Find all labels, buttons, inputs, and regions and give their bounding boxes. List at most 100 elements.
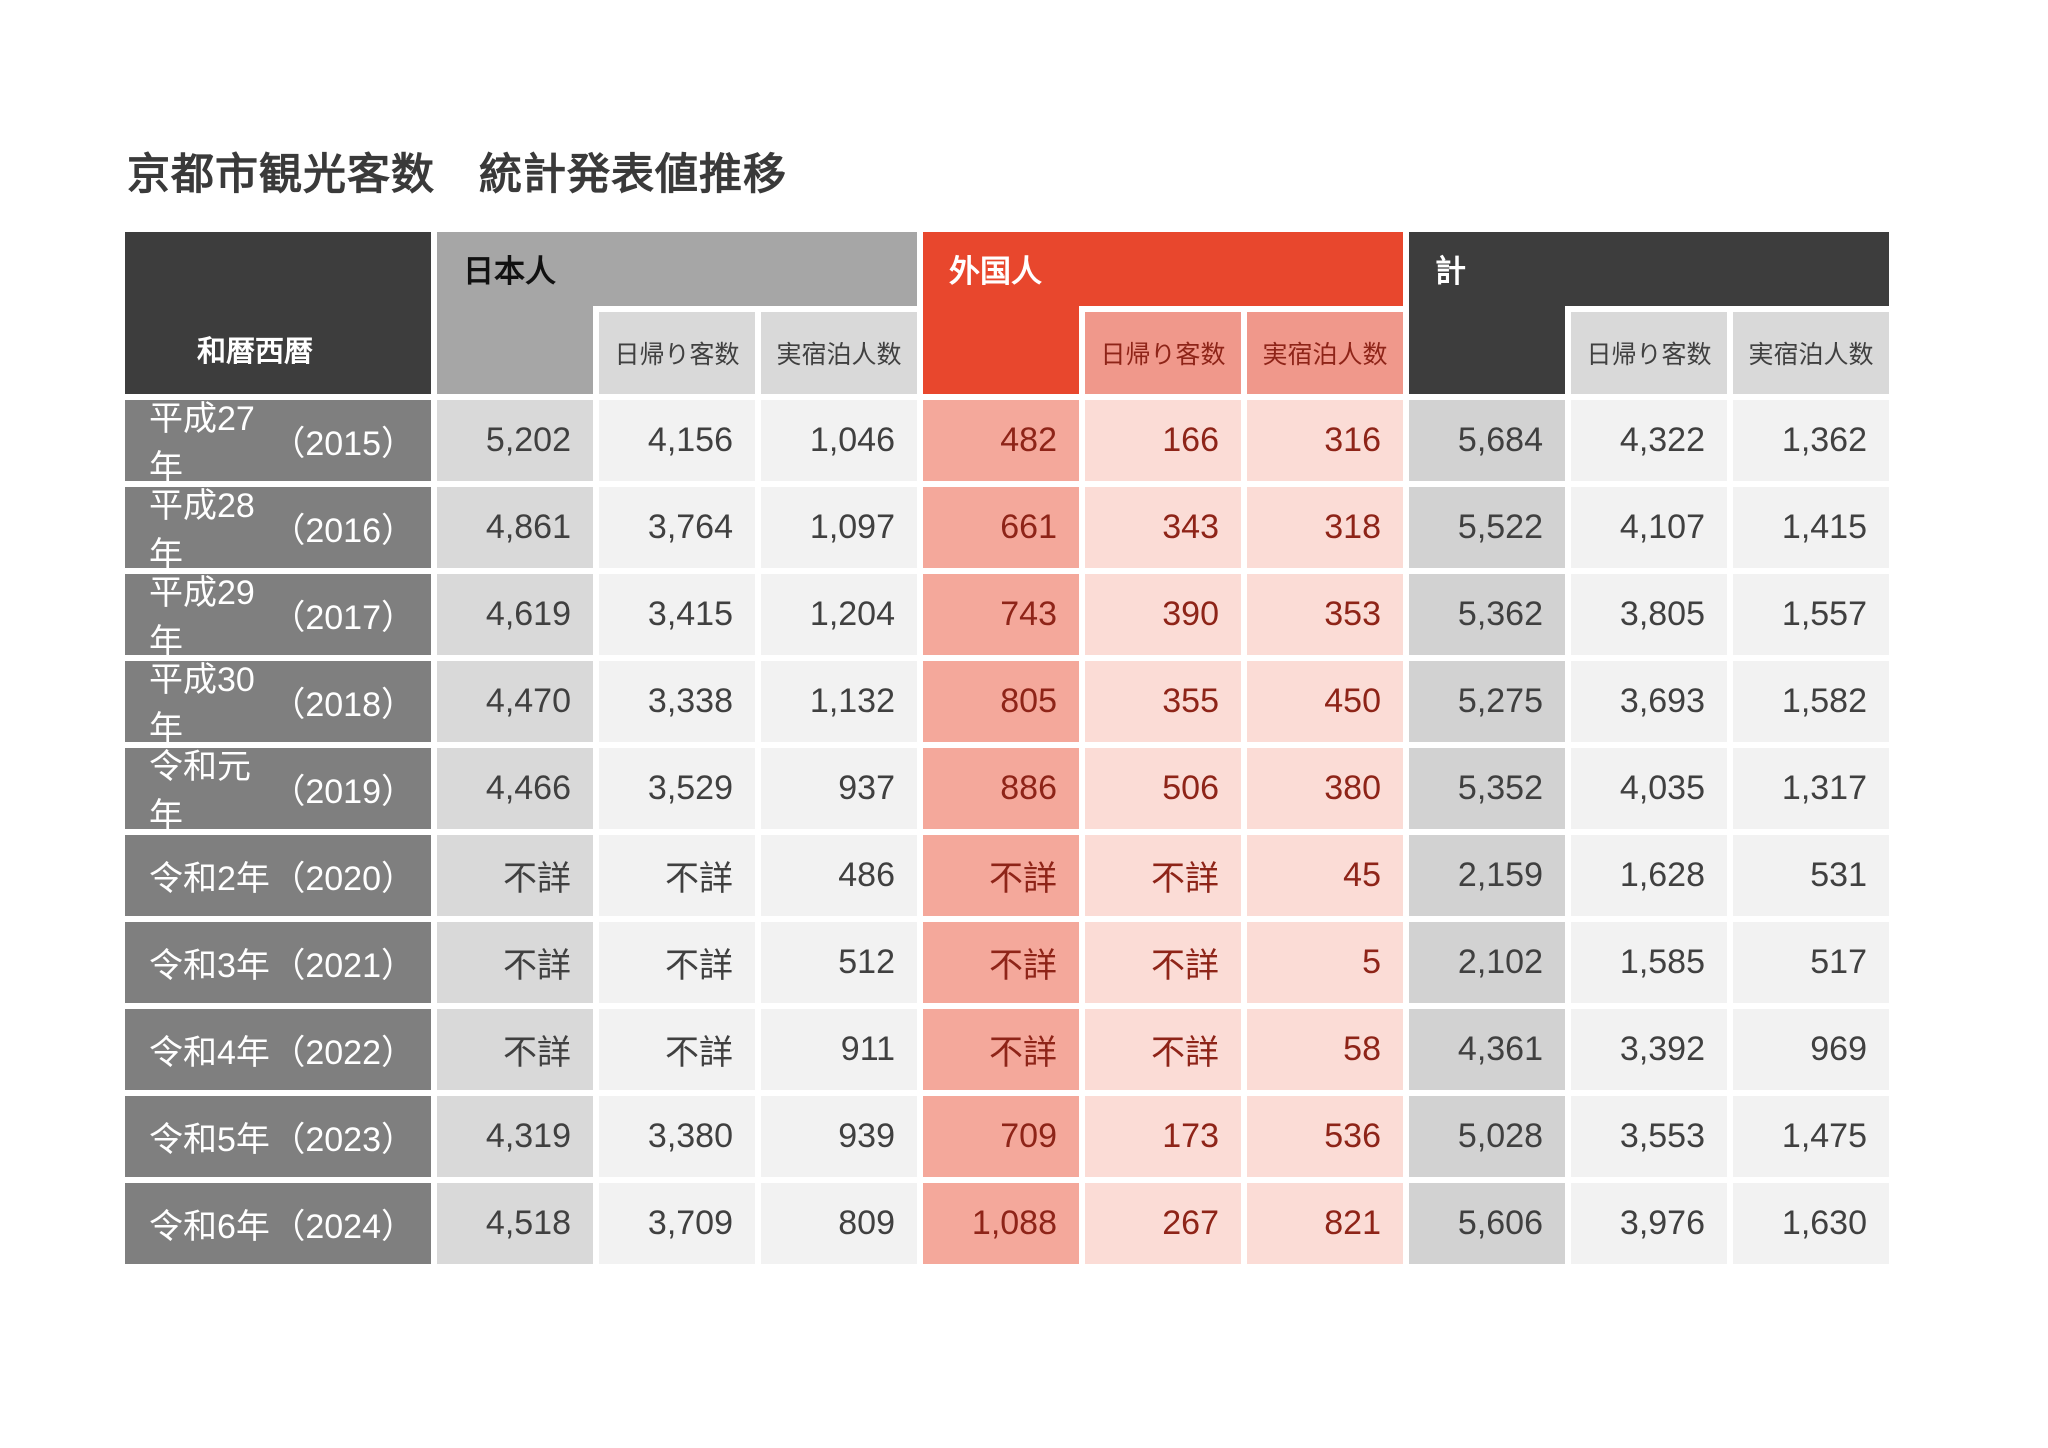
cell-sum-daytrip: 4,107: [1571, 486, 1727, 568]
corner-header-cell: 和暦 西暦: [125, 231, 431, 394]
year-label: （2017）: [271, 598, 415, 637]
cell-japanese-daytrip: 不詳: [599, 834, 755, 916]
year-label: （2022）: [271, 1033, 415, 1072]
page-title: 京都市観光客数 統計発表値推移: [127, 151, 787, 199]
cell-foreign-daytrip: 267: [1085, 1182, 1241, 1264]
year-label: （2019）: [271, 772, 415, 811]
cell-foreign-overnight: 316: [1247, 399, 1403, 481]
cell-japanese-total: 4,470: [437, 660, 593, 742]
cell-sum-overnight: 1,630: [1733, 1182, 1889, 1264]
cell-japanese-daytrip: 3,415: [599, 573, 755, 655]
japanese-daytrip-header: 日帰り客数: [599, 311, 755, 394]
cell-sum-daytrip: 4,035: [1571, 747, 1727, 829]
cell-sum-overnight: 969: [1733, 1008, 1889, 1090]
sum-daytrip-header: 日帰り客数: [1571, 311, 1727, 394]
cell-japanese-overnight: 1,204: [761, 573, 917, 655]
cell-foreign-overnight: 58: [1247, 1008, 1403, 1090]
cell-foreign-overnight: 450: [1247, 660, 1403, 742]
cell-foreign-overnight: 353: [1247, 573, 1403, 655]
row-label: 平成28年 （2016）: [125, 486, 431, 574]
cell-sum-daytrip: 3,392: [1571, 1008, 1727, 1090]
wareki-header: 和暦: [196, 335, 255, 368]
sum-total-header-cell: [1409, 305, 1565, 394]
cell-foreign-total: 743: [923, 573, 1079, 655]
era-label: 令和4年: [149, 1033, 270, 1072]
cell-sum-total: 5,606: [1409, 1182, 1565, 1264]
cell-foreign-daytrip: 不詳: [1085, 1008, 1241, 1090]
cell-sum-overnight: 517: [1733, 921, 1889, 1003]
cell-sum-daytrip: 1,628: [1571, 834, 1727, 916]
foreign-total-header-cell: [923, 305, 1079, 394]
cell-foreign-daytrip: 343: [1085, 486, 1241, 568]
cell-sum-overnight: 1,362: [1733, 399, 1889, 481]
year-label: （2021）: [271, 946, 415, 985]
cell-foreign-total: 不詳: [923, 1008, 1079, 1090]
cell-foreign-overnight: 821: [1247, 1182, 1403, 1264]
year-label: （2024）: [271, 1207, 415, 1246]
row-label: 平成29年 （2017）: [125, 573, 431, 661]
cell-foreign-total: 不詳: [923, 921, 1079, 1003]
cell-japanese-overnight: 937: [761, 747, 917, 829]
cell-japanese-total: 4,466: [437, 747, 593, 829]
row-label: 令和4年 （2022）: [125, 1008, 431, 1090]
cell-sum-total: 5,028: [1409, 1095, 1565, 1177]
row-label: 平成30年 （2018）: [125, 660, 431, 748]
cell-japanese-total: 不詳: [437, 921, 593, 1003]
cell-japanese-overnight: 1,132: [761, 660, 917, 742]
cell-foreign-daytrip: 173: [1085, 1095, 1241, 1177]
cell-foreign-total: 1,088: [923, 1182, 1079, 1264]
cell-sum-daytrip: 4,322: [1571, 399, 1727, 481]
cell-japanese-overnight: 809: [761, 1182, 917, 1264]
cell-sum-daytrip: 1,585: [1571, 921, 1727, 1003]
cell-japanese-overnight: 911: [761, 1008, 917, 1090]
era-label: 平成30年: [149, 661, 255, 749]
cell-foreign-daytrip: 506: [1085, 747, 1241, 829]
cell-foreign-total: 482: [923, 399, 1079, 481]
cell-japanese-total: 不詳: [437, 1008, 593, 1090]
cell-foreign-overnight: 318: [1247, 486, 1403, 568]
seireki-header: 西暦: [255, 335, 314, 368]
cell-sum-overnight: 1,557: [1733, 573, 1889, 655]
group-header-total: 計: [1409, 231, 1889, 306]
cell-foreign-total: 886: [923, 747, 1079, 829]
cell-japanese-daytrip: 4,156: [599, 399, 755, 481]
cell-japanese-total: 4,619: [437, 573, 593, 655]
row-label: 令和2年 （2020）: [125, 834, 431, 916]
cell-sum-total: 4,361: [1409, 1008, 1565, 1090]
cell-japanese-total: 4,319: [437, 1095, 593, 1177]
cell-sum-total: 2,159: [1409, 834, 1565, 916]
japanese-overnight-header: 実宿泊人数: [761, 311, 917, 394]
cell-sum-overnight: 1,582: [1733, 660, 1889, 742]
cell-japanese-daytrip: 不詳: [599, 1008, 755, 1090]
cell-foreign-total: 709: [923, 1095, 1079, 1177]
cell-japanese-total: 不詳: [437, 834, 593, 916]
cell-japanese-daytrip: 3,764: [599, 486, 755, 568]
cell-japanese-daytrip: 不詳: [599, 921, 755, 1003]
era-label: 平成28年: [149, 487, 255, 575]
year-label: （2020）: [271, 859, 415, 898]
cell-foreign-total: 不詳: [923, 834, 1079, 916]
cell-sum-total: 2,102: [1409, 921, 1565, 1003]
era-label: 令和3年: [149, 946, 270, 985]
row-label: 令和6年 （2024）: [125, 1182, 431, 1264]
cell-sum-overnight: 531: [1733, 834, 1889, 916]
cell-foreign-overnight: 45: [1247, 834, 1403, 916]
statistics-table: 和暦 西暦 日本人 外国人 計 日帰り客数 実宿泊人数 日帰り客数 実宿泊人数 …: [125, 231, 1889, 1264]
era-label: 令和元年: [149, 748, 251, 836]
cell-foreign-total: 661: [923, 486, 1079, 568]
page: 京都市観光客数 統計発表値推移 和暦 西暦 日本人 外国人 計 日帰り客数 実宿…: [125, 150, 1889, 1264]
group-header-japanese: 日本人: [437, 231, 917, 306]
cell-foreign-overnight: 5: [1247, 921, 1403, 1003]
cell-japanese-daytrip: 3,338: [599, 660, 755, 742]
foreign-overnight-header: 実宿泊人数: [1247, 311, 1403, 394]
cell-japanese-overnight: 1,097: [761, 486, 917, 568]
japanese-total-header-cell: [437, 305, 593, 394]
cell-foreign-daytrip: 不詳: [1085, 921, 1241, 1003]
cell-japanese-daytrip: 3,529: [599, 747, 755, 829]
cell-sum-total: 5,275: [1409, 660, 1565, 742]
row-label: 令和3年 （2021）: [125, 921, 431, 1003]
cell-japanese-total: 4,861: [437, 486, 593, 568]
row-label: 平成27年 （2015）: [125, 399, 431, 487]
cell-japanese-overnight: 512: [761, 921, 917, 1003]
corner-labels: 和暦 西暦: [163, 328, 393, 370]
